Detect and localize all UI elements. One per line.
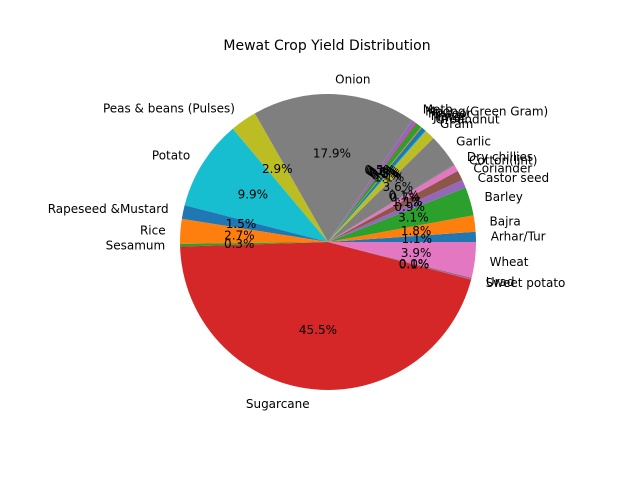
slice-percent-dry-chillies: 0.1% (389, 189, 420, 203)
slice-percent-groundnut: 0.1% (371, 168, 402, 182)
pie-slice-maize (328, 126, 422, 242)
slice-percent-rapeseed-mustard: 1.5% (226, 217, 257, 231)
pie-slice-dry-chillies (328, 164, 455, 242)
slice-label-barley: Barley (485, 190, 523, 204)
slice-label-moong-green-gram: Moong(Green Gram) (425, 104, 548, 118)
pie-slice-sweet-potato (328, 242, 472, 280)
slice-percent-cotton-lint: 0.7% (390, 191, 421, 205)
slice-label-garlic: Garlic (456, 135, 491, 149)
slice-percent-onion: 17.9% (313, 146, 351, 160)
pie-slice-wheat (328, 242, 476, 278)
slice-percent-gram: 1.1% (374, 171, 405, 185)
pie-labels: Arhar/Tur 1.1% Bajra 1.8% Barley 3.1% Castor s… (48, 72, 566, 410)
pie-slice-cotton-lint (328, 165, 458, 242)
slice-percent-peas-beans-pulses: 2.9% (262, 162, 293, 176)
pie-slice-coriander (328, 170, 463, 242)
slice-percent-urad: 0.0% (399, 257, 430, 271)
slice-percent-barley: 3.1% (398, 211, 429, 225)
slice-label-rapeseed-mustard: Rapeseed &Mustard (48, 202, 169, 216)
pie-slice-garlic (328, 138, 455, 242)
pie-slice-sugarcane (180, 242, 472, 391)
slice-label-masoor: Masoor (428, 107, 472, 121)
pie-slice-urad (328, 242, 472, 279)
pie-slice-castor-seed (328, 179, 466, 242)
pie-slices (180, 94, 476, 391)
slice-percent-castor-seed: 0.9% (394, 200, 425, 214)
slice-label-sesamum: Sesamum (106, 239, 166, 253)
pie-slice-moong-green-gram (328, 122, 417, 242)
slice-label-peas-beans-pulses: Peas & beans (Pulses) (103, 101, 235, 115)
pie-slice-arhar-tur (328, 231, 476, 242)
slice-percent-masoor: 0.6% (367, 165, 398, 179)
slice-percent-arhar-tur: 1.1% (401, 232, 432, 246)
slice-percent-moong-green-gram: 0.1% (366, 164, 397, 178)
pie-slice-gram (328, 131, 434, 242)
pie-slice-masoor (328, 123, 422, 242)
slice-label-cotton-lint: Cotton(lint) (469, 154, 537, 168)
slice-label-coriander: Coriander (473, 162, 532, 176)
slice-percent-moth: 0.5% (364, 163, 395, 177)
slice-label-rice: Rice (140, 223, 166, 237)
slice-label-dry-chillies: Dry chillies (467, 150, 533, 164)
pie-slice-bajra (328, 215, 476, 242)
slice-label-jowar: Jowar (432, 111, 466, 125)
slice-label-castor-seed: Castor seed (478, 171, 549, 185)
pie-slice-potato (184, 128, 328, 242)
slice-label-bajra: Bajra (490, 215, 521, 229)
pie-slice-moth (328, 120, 416, 242)
slice-label-arhar-tur: Arhar/Tur (491, 229, 546, 243)
slice-percent-rice: 2.7% (224, 229, 255, 243)
pie-slice-onion (254, 94, 413, 242)
slice-percent-sugarcane: 45.5% (299, 323, 337, 337)
slice-percent-sweet-potato: 0.1% (399, 257, 430, 271)
slice-label-groundnut: Groundnut (435, 113, 499, 127)
pie-slice-sesamum (180, 242, 328, 247)
pie-slice-jowar (328, 127, 426, 242)
slice-label-sugarcane: Sugarcane (246, 397, 310, 411)
slice-percent-bajra: 1.8% (401, 224, 432, 238)
slice-percent-jowar: 0.5% (370, 167, 401, 181)
slice-percent-potato: 9.9% (238, 188, 269, 202)
slice-label-potato: Potato (152, 148, 190, 162)
chart-title: Mewat Crop Yield Distribution (223, 38, 430, 54)
slice-label-onion: Onion (335, 72, 370, 86)
slice-label-wheat: Wheat (490, 255, 529, 269)
slice-percent-sesamum: 0.3% (224, 237, 255, 251)
slice-percent-maize: 0.1% (369, 166, 400, 180)
slice-percent-coriander: 1.1% (392, 195, 423, 209)
pie-slice-rapeseed-mustard (181, 205, 328, 242)
slice-label-maize: Maize (431, 109, 466, 123)
slice-percent-wheat: 3.9% (401, 246, 432, 260)
pie-slice-peas-beans-pulses (232, 113, 328, 243)
slice-percent-garlic: 3.6% (383, 180, 414, 194)
slice-label-sweet-potato: Sweet potato (486, 276, 566, 290)
pie-slice-groundnut (328, 130, 427, 242)
slice-label-urad: Urad (486, 275, 515, 289)
pie-slice-rice (180, 218, 328, 244)
slice-label-gram: Gram (440, 117, 473, 131)
slice-label-moth: Moth (423, 103, 453, 117)
pie-slice-barley (328, 187, 474, 242)
